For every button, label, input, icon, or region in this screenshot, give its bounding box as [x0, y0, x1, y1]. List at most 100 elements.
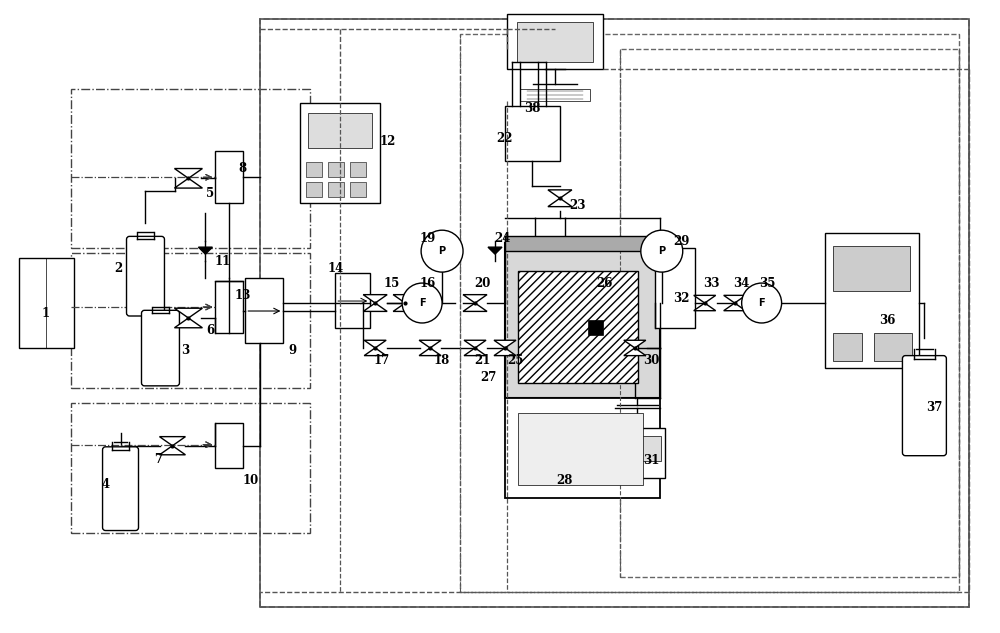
Text: 25: 25 — [507, 354, 523, 367]
Bar — [505, 243, 660, 398]
Polygon shape — [724, 303, 746, 311]
Circle shape — [402, 283, 442, 323]
Text: 15: 15 — [384, 277, 400, 289]
Bar — [517, 22, 593, 61]
Bar — [874, 333, 912, 361]
Text: 32: 32 — [673, 292, 690, 304]
Text: 12: 12 — [380, 135, 396, 148]
Polygon shape — [159, 446, 185, 454]
FancyBboxPatch shape — [127, 236, 164, 316]
Text: 16: 16 — [420, 277, 436, 289]
Text: 5: 5 — [206, 187, 214, 200]
Text: 8: 8 — [238, 162, 246, 175]
Polygon shape — [494, 348, 516, 356]
Text: 28: 28 — [557, 474, 573, 487]
Bar — [460, 34, 959, 592]
Polygon shape — [174, 318, 202, 328]
Polygon shape — [548, 198, 572, 206]
Polygon shape — [364, 341, 386, 348]
Bar — [260, 18, 969, 607]
FancyBboxPatch shape — [141, 310, 179, 386]
Polygon shape — [159, 437, 185, 446]
Bar — [300, 103, 380, 203]
Bar — [505, 398, 660, 498]
Circle shape — [421, 230, 463, 272]
Text: 35: 35 — [759, 277, 776, 289]
Bar — [260, 18, 969, 607]
Bar — [655, 248, 695, 328]
Text: 11: 11 — [214, 254, 231, 268]
Text: 30: 30 — [644, 354, 660, 367]
Text: 36: 36 — [879, 315, 896, 327]
Bar — [306, 162, 322, 177]
Text: 1: 1 — [42, 306, 50, 320]
Polygon shape — [464, 341, 486, 348]
Text: 14: 14 — [327, 261, 343, 275]
Bar — [335, 273, 370, 328]
Text: 13: 13 — [234, 289, 251, 301]
Polygon shape — [494, 341, 516, 348]
Bar — [71, 403, 310, 532]
Polygon shape — [364, 348, 386, 356]
Bar — [520, 89, 590, 101]
Text: 10: 10 — [242, 474, 258, 487]
Bar — [71, 89, 310, 248]
Polygon shape — [198, 247, 212, 254]
Bar — [245, 278, 283, 343]
Polygon shape — [393, 294, 417, 303]
Polygon shape — [694, 296, 716, 303]
Text: 19: 19 — [420, 232, 436, 245]
Polygon shape — [488, 247, 502, 254]
Polygon shape — [363, 303, 387, 311]
Polygon shape — [174, 168, 202, 179]
Bar — [328, 182, 344, 197]
Text: 23: 23 — [570, 199, 586, 212]
Text: 34: 34 — [733, 277, 750, 289]
Bar — [308, 113, 372, 148]
Polygon shape — [724, 296, 746, 303]
Polygon shape — [624, 341, 646, 348]
Bar — [518, 271, 638, 383]
Text: 31: 31 — [644, 454, 660, 467]
Circle shape — [641, 230, 683, 272]
Text: 7: 7 — [154, 453, 163, 466]
Bar — [306, 182, 322, 197]
Text: F: F — [758, 298, 765, 308]
Bar — [215, 423, 243, 468]
Bar — [350, 162, 366, 177]
Bar — [833, 246, 910, 291]
FancyBboxPatch shape — [103, 447, 139, 530]
Text: 37: 37 — [926, 401, 943, 415]
Polygon shape — [419, 341, 441, 348]
Polygon shape — [393, 303, 417, 311]
Polygon shape — [624, 348, 646, 356]
Bar — [328, 162, 344, 177]
Bar — [215, 151, 243, 203]
Text: P: P — [658, 246, 665, 256]
Text: F: F — [419, 298, 425, 308]
Polygon shape — [174, 179, 202, 188]
Text: 4: 4 — [101, 478, 110, 491]
Text: P: P — [439, 246, 446, 256]
Bar — [505, 106, 560, 161]
Text: 26: 26 — [597, 277, 613, 289]
Bar — [518, 413, 643, 485]
Bar — [505, 236, 660, 251]
Circle shape — [742, 283, 782, 323]
Text: 20: 20 — [474, 277, 490, 289]
Polygon shape — [419, 348, 441, 356]
Polygon shape — [694, 303, 716, 311]
Bar — [71, 253, 310, 388]
Polygon shape — [463, 303, 487, 311]
Bar — [215, 281, 243, 333]
Polygon shape — [363, 294, 387, 303]
Text: 33: 33 — [703, 277, 720, 289]
Text: 3: 3 — [181, 344, 190, 358]
Polygon shape — [464, 348, 486, 356]
Text: 9: 9 — [288, 344, 296, 358]
Text: 18: 18 — [434, 354, 450, 367]
Polygon shape — [463, 294, 487, 303]
Bar — [825, 233, 919, 368]
Bar — [507, 14, 603, 68]
Text: 29: 29 — [674, 235, 690, 248]
